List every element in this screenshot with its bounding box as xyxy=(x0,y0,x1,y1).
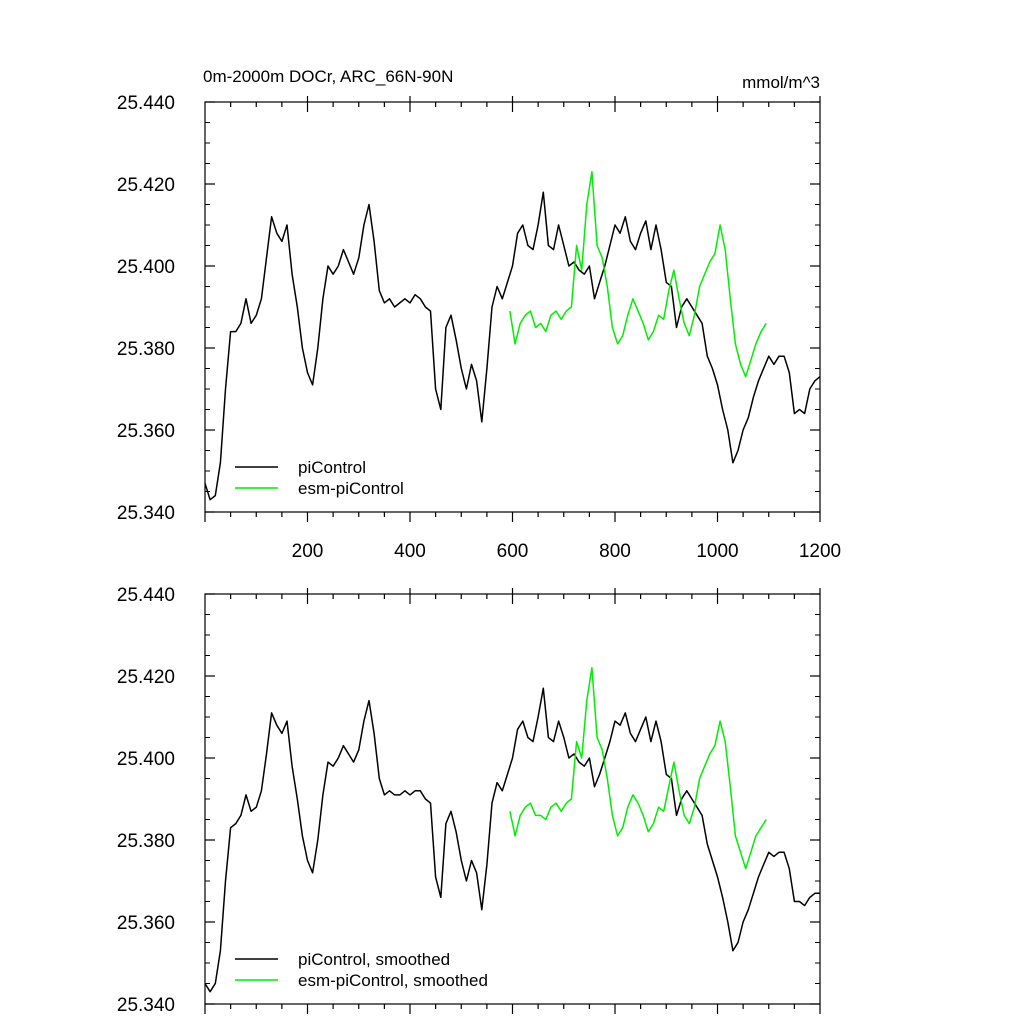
y-tick-label: 25.400 xyxy=(117,749,175,770)
series-line-esm-picontrol xyxy=(509,170,767,378)
y-tick-label: 25.360 xyxy=(117,421,175,442)
chart-title: 0m-2000m DOCr, ARC_66N-90N xyxy=(203,67,453,86)
y-tick-label: 25.380 xyxy=(117,831,175,852)
series-line-picontrol-smoothed xyxy=(204,687,820,993)
y-tick-label: 25.380 xyxy=(117,339,175,360)
top-panel: 25.440 25.420 25.400 25.380 25.360 25.340 200 4… xyxy=(117,93,841,562)
legend-label: piControl, smoothed xyxy=(298,950,450,969)
y-tick-label: 25.440 xyxy=(117,93,175,114)
y-tick-label: 25.340 xyxy=(117,995,175,1016)
x-tick-label: 600 xyxy=(497,541,529,562)
y-tick-label: 25.340 xyxy=(117,503,175,524)
y-tick-label: 25.360 xyxy=(117,913,175,934)
x-tick-label: 1000 xyxy=(696,541,738,562)
series-line-picontrol xyxy=(204,191,821,501)
x-tick-label: 200 xyxy=(292,541,324,562)
y-tick-label: 25.400 xyxy=(117,257,175,278)
bottom-panel: 25.440 25.420 25.400 25.380 25.360 25.340 piCo… xyxy=(117,585,821,1016)
units-label: mmol/m^3 xyxy=(742,73,820,92)
y-tick-label: 25.420 xyxy=(117,667,175,688)
legend-label: piControl xyxy=(298,458,366,477)
y-tick-label: 25.440 xyxy=(117,585,175,606)
legend-label: esm-piControl xyxy=(298,479,404,498)
x-tick-label: 400 xyxy=(394,541,426,562)
y-tick-label: 25.420 xyxy=(117,175,175,196)
x-tick-label: 800 xyxy=(599,541,631,562)
x-tick-label: 1200 xyxy=(799,541,841,562)
series-line-esm-picontrol-smoothed xyxy=(509,667,767,870)
legend-label: esm-piControl, smoothed xyxy=(298,971,488,990)
